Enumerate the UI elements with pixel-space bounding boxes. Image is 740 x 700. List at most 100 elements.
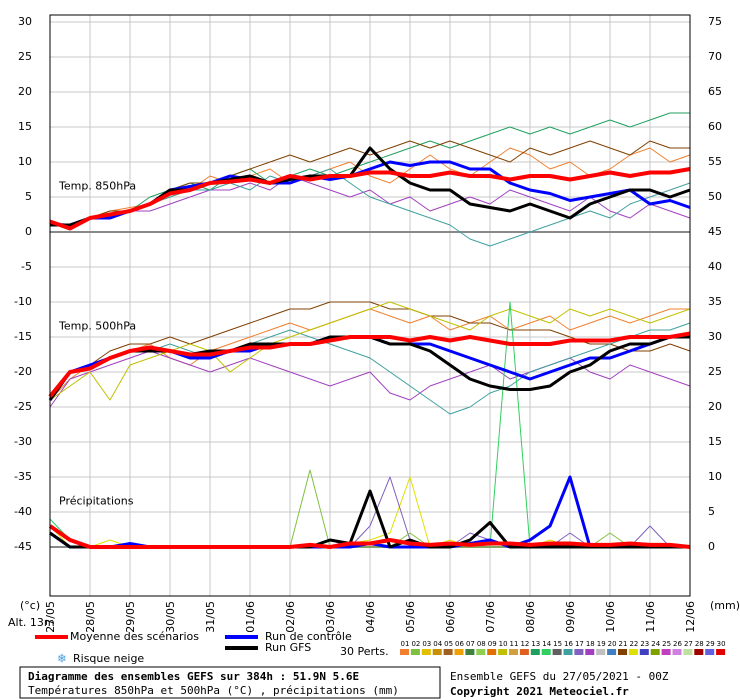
y-tick-label: 20 (18, 85, 32, 98)
y2-tick-label: 60 (708, 120, 722, 133)
member-swatch (694, 649, 704, 655)
x-tick-label: 09/06 (564, 601, 577, 633)
y-tick-label: -10 (14, 295, 32, 308)
member-label: 28 (695, 640, 704, 648)
member-label: 20 (608, 640, 617, 648)
member-label: 03 (422, 640, 431, 648)
member-label: 12 (520, 640, 529, 648)
series-line (49, 175, 691, 226)
member-label: 08 (477, 640, 486, 648)
y2-tick-label: 0 (708, 540, 715, 553)
member-label: 29 (706, 640, 715, 648)
member-swatch (661, 649, 671, 655)
y-tick-label: 30 (18, 15, 32, 28)
x-tick-label: 07/06 (484, 601, 497, 633)
member-swatch (596, 649, 606, 655)
altitude: Alt. 13m (8, 616, 55, 629)
member-swatch (705, 649, 715, 655)
y2-tick-label: 10 (708, 470, 722, 483)
x-tick-label: 10/06 (604, 601, 617, 633)
member-swatch (639, 649, 649, 655)
member-swatch (519, 649, 529, 655)
panel-label: Temp. 850hPa (58, 180, 136, 193)
member-label: 06 (455, 640, 464, 648)
member-swatch (443, 649, 453, 655)
x-tick-label: 11/06 (644, 601, 657, 633)
panel-label: Précipitations (59, 495, 134, 508)
member-label: 11 (510, 640, 519, 648)
y2-tick-label: 15 (708, 435, 722, 448)
y-tick-label: -30 (14, 435, 32, 448)
footer-copyright: Copyright 2021 Meteociel.fr (450, 685, 629, 698)
x-tick-label: 05/06 (404, 601, 417, 633)
member-swatch (585, 649, 595, 655)
x-tick-label: 12/06 (684, 601, 697, 633)
footer-title: Diagramme des ensembles GEFS sur 384h : … (28, 670, 359, 683)
snow-label: Risque neige (73, 652, 144, 665)
y-tick-label: -45 (14, 540, 32, 553)
y-tick-label: 10 (18, 155, 32, 168)
member-swatch (716, 649, 726, 655)
member-swatch (498, 649, 508, 655)
labels-layer: 27/05 28/05 29/05 30/05 31/05 01/06 02/06 03/06… (14, 15, 722, 633)
member-swatch (509, 649, 518, 655)
member-label: 27 (684, 640, 693, 648)
member-label: 04 (433, 640, 442, 648)
y-tick-label: -15 (14, 330, 32, 343)
y2-tick-label: 50 (708, 190, 722, 203)
panel-label: Temp. 500hPa (58, 320, 136, 333)
member-swatch (432, 649, 442, 655)
member-swatch (628, 649, 638, 655)
member-label: 18 (586, 640, 595, 648)
member-swatch (487, 649, 497, 655)
member-swatch (563, 649, 573, 655)
x-tick-label: 01/06 (244, 601, 257, 633)
y2-tick-label: 55 (708, 155, 722, 168)
member-label: 13 (531, 640, 540, 648)
member-label: 22 (629, 640, 638, 648)
y2-tick-label: 5 (708, 505, 715, 518)
y2-tick-label: 30 (708, 330, 722, 343)
member-swatch (672, 649, 682, 655)
x-tick-label: 02/06 (284, 601, 297, 633)
member-swatch (530, 649, 540, 655)
series-line (49, 301, 691, 401)
member-label: 16 (564, 640, 573, 648)
member-swatch (618, 649, 627, 655)
member-label: 17 (575, 640, 584, 648)
y-tick-label: -35 (14, 470, 32, 483)
y-tick-label: 25 (18, 50, 32, 63)
legend-label: Run GFS (265, 641, 311, 654)
plot-frame (49, 14, 691, 597)
legend-label: Moyenne des scénarios (70, 630, 199, 643)
y2-tick-label: 65 (708, 85, 722, 98)
y2-tick-label: 40 (708, 260, 722, 273)
member-swatch (454, 649, 464, 655)
y-tick-label: 0 (25, 225, 32, 238)
y2-tick-label: 35 (708, 295, 722, 308)
lines-layer (48, 112, 691, 549)
x-tick-label: 08/06 (524, 601, 537, 633)
member-swatch (421, 649, 431, 655)
member-swatch (683, 649, 693, 655)
footer-subtitle: Températures 850hPa et 500hPa (°C) , pré… (28, 684, 399, 697)
x-tick-label: 27/05 (44, 601, 57, 633)
member-swatch (552, 649, 562, 655)
member-label: 07 (466, 640, 475, 648)
y-tick-label: -40 (14, 505, 32, 518)
x-tick-label: 28/05 (84, 601, 97, 633)
y-tick-label: -5 (21, 260, 32, 273)
y2-unit: (mm) (710, 599, 740, 612)
member-label: 09 (488, 640, 497, 648)
member-swatch (476, 649, 486, 655)
snow-icon: ❄ (57, 652, 67, 666)
footer-run: Ensemble GEFS du 27/05/2021 - 00Z (450, 670, 669, 683)
y2-tick-label: 75 (708, 15, 722, 28)
x-tick-label: 31/05 (204, 601, 217, 633)
member-label: 05 (444, 640, 453, 648)
y-tick-label: 15 (18, 120, 32, 133)
x-tick-label: 29/05 (124, 601, 137, 633)
member-label: 21 (619, 640, 628, 648)
y-tick-label: -20 (14, 365, 32, 378)
